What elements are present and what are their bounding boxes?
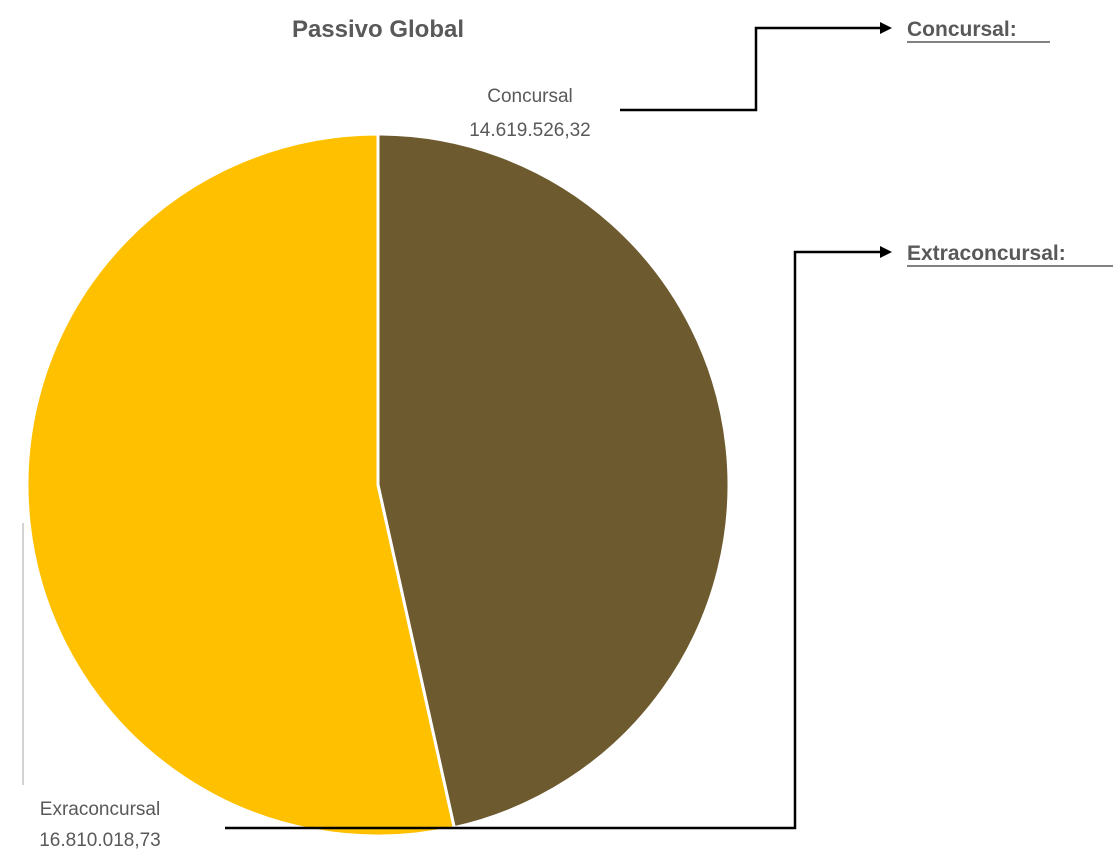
- slice-value-exraconcursal: 16.810.018,73: [39, 830, 161, 851]
- pie-slices: [25, 132, 731, 838]
- pie-slice-exraconcursal: [25, 132, 456, 838]
- slice-label-exraconcursal: Exraconcursal: [40, 799, 160, 820]
- annotation-concursal: Concursal:: [907, 18, 1017, 41]
- slice-value-concursal: 14.619.526,32: [469, 120, 591, 141]
- connector-concursal: [620, 26, 880, 112]
- arrowhead-concursal: [880, 22, 892, 34]
- slice-label-concursal: Concursal: [487, 86, 573, 107]
- annotation-extraconcursal: Extraconcursal:: [907, 242, 1066, 265]
- pie-slice-concursal: [376, 132, 731, 830]
- connector-extraconcursal: [225, 250, 880, 830]
- arrowhead-extraconcursal: [880, 246, 892, 258]
- chart-title: Passivo Global: [292, 16, 464, 43]
